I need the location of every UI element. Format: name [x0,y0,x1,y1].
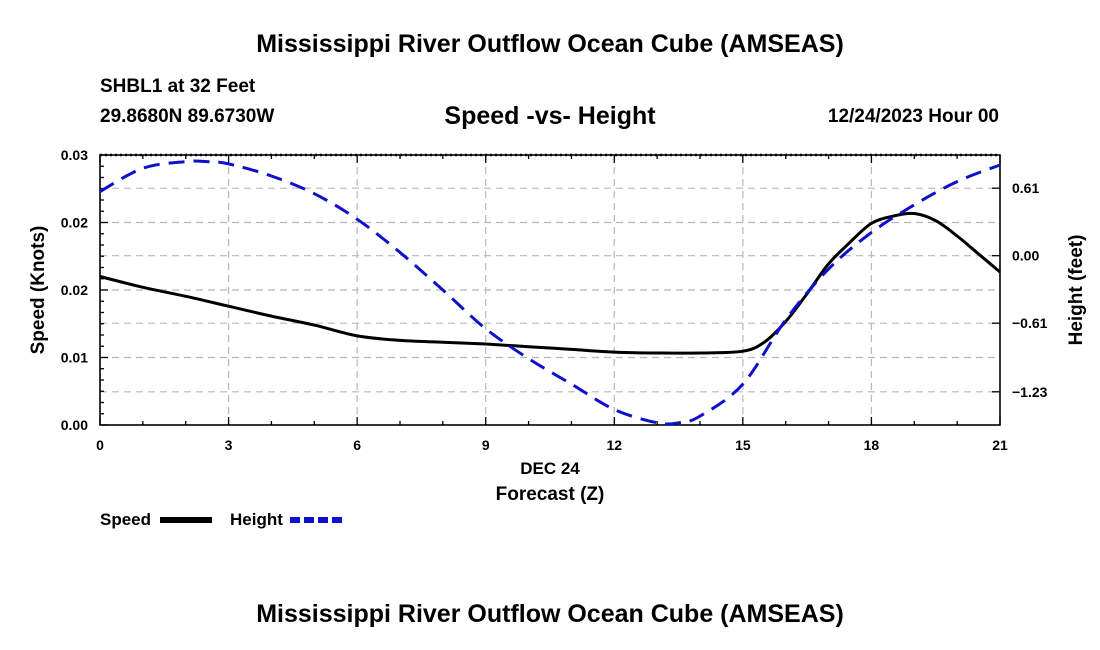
height-series-line [99,159,1001,426]
chart-title: Speed -vs- Height [444,102,656,130]
coordinates-label: 29.8680N 89.6730W [100,106,275,127]
speed-series-line [99,211,1001,355]
x-tick-label: 0 [96,437,104,453]
y-tick-label: 0.03 [61,147,88,163]
chart-legend: Speed Height [100,510,342,529]
x-tick-label: 21 [992,437,1008,453]
height-legend-label: Height [230,510,283,529]
x-tick-label: 12 [606,437,622,453]
chart-series [99,159,1001,426]
x-tick-label: 18 [864,437,880,453]
chart-labels: 0 3 6 9 12 15 18 21 0.00 0.01 0.02 0.02 0.03 0.61 0.00… [28,147,1087,505]
chart-ticks [99,154,1001,426]
x-tick-label: 6 [353,437,361,453]
y2-tick-label: −1.23 [1012,384,1048,400]
x-tick-label: 9 [482,437,490,453]
y-tick-label: 0.00 [61,417,88,433]
y-axis-label: Speed (Knots) [28,226,49,355]
footer-title: Mississippi River Outflow Ocean Cube (AM… [256,600,844,628]
x-axis-date-label: DEC 24 [520,459,580,478]
y2-tick-label: 0.00 [1012,248,1039,264]
datetime-label: 12/24/2023 Hour 00 [827,106,999,127]
y2-tick-label: −0.61 [1012,315,1048,331]
x-tick-label: 3 [225,437,233,453]
x-axis-label: Forecast (Z) [496,484,605,505]
x-tick-label: 15 [735,437,751,453]
y-tick-label: 0.01 [61,350,88,366]
y-tick-label: 0.02 [61,215,88,231]
y2-tick-label: 0.61 [1012,180,1039,196]
y2-axis-label: Height (feet) [1066,235,1087,346]
station-label: SHBL1 at 32 Feet [100,76,256,97]
y-tick-label: 0.02 [61,282,88,298]
speed-legend-label: Speed [100,510,151,529]
page-title: Mississippi River Outflow Ocean Cube (AM… [256,30,844,58]
chart-grid [100,155,1000,425]
